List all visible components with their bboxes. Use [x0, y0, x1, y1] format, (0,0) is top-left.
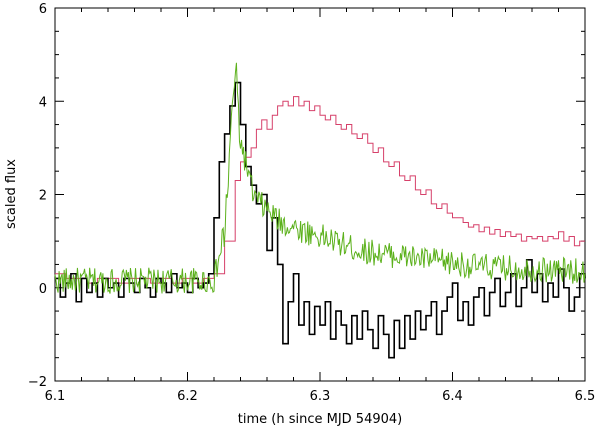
x-axis-label: time (h since MJD 54904): [238, 412, 402, 427]
series-line-green: [54, 62, 586, 294]
y-tick-label: −2: [28, 375, 47, 390]
x-tick-label: 6.3: [310, 389, 331, 404]
series-group: [54, 62, 586, 359]
y-tick-label: 0: [39, 282, 47, 297]
y-tick-label: 6: [39, 2, 47, 17]
x-tick-label: 6.5: [575, 389, 596, 404]
series-line-0: [55, 96, 585, 284]
y-axis-label: scaled flux: [4, 159, 19, 229]
x-tick-label: 6.1: [45, 389, 66, 404]
x-tick-label: 6.2: [177, 389, 198, 404]
x-tick-label: 6.4: [442, 389, 463, 404]
axis-ticks: 6.1 6.2 6.3 6.4 6.5 −2 0 2 4 6: [28, 2, 596, 404]
y-tick-label: 2: [39, 189, 47, 204]
series-line-1: [55, 81, 586, 359]
y-tick-label: 4: [39, 95, 47, 110]
